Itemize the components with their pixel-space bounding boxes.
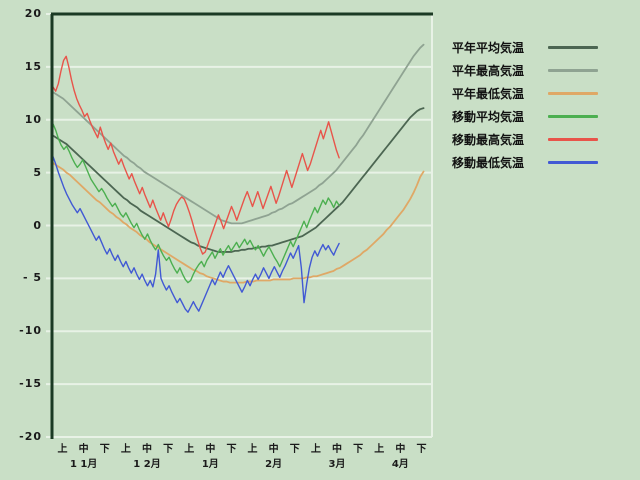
x-month-label: 3月 bbox=[328, 459, 346, 470]
x-tick-label: 中 bbox=[142, 444, 152, 455]
x-month-label: 2月 bbox=[265, 459, 283, 470]
x-tick-label: 上 bbox=[57, 444, 68, 455]
legend-item: 移動平均気温 bbox=[452, 105, 632, 128]
x-tick-label: 上 bbox=[247, 444, 258, 455]
x-tick-label: 下 bbox=[289, 444, 300, 455]
legend-color-swatch bbox=[548, 69, 598, 72]
y-tick-label: -10 bbox=[19, 324, 42, 338]
x-tick-label: 中 bbox=[205, 444, 216, 455]
x-tick-label: 下 bbox=[226, 444, 237, 455]
y-tick-label: -20 bbox=[19, 430, 42, 443]
legend-item-label: 平年最高気温 bbox=[452, 64, 525, 78]
y-tick-label: 0 bbox=[33, 218, 42, 232]
x-tick-label: 中 bbox=[332, 444, 342, 455]
x-tick-label: 上 bbox=[120, 444, 131, 455]
x-month-label: 1 2月 bbox=[133, 459, 161, 470]
x-month-label: 4月 bbox=[391, 459, 409, 470]
legend-color-swatch bbox=[548, 138, 598, 141]
series-line-1 bbox=[52, 43, 425, 225]
x-tick-label: 下 bbox=[416, 444, 427, 455]
legend-item: 平年最高気温 bbox=[452, 59, 632, 82]
legend-color-swatch bbox=[548, 46, 598, 49]
y-tick-label: 20 bbox=[24, 7, 42, 20]
legend-item-label: 移動平均気温 bbox=[452, 110, 525, 124]
legend-color-swatch bbox=[548, 92, 598, 95]
chart-legend: 平年平均気温 平年最高気温 平年最低気温 移動平均気温 移動最高気温 移動最低気温 bbox=[452, 36, 632, 174]
y-tick-label: 15 bbox=[24, 59, 42, 73]
y-tick-label: 10 bbox=[24, 112, 42, 126]
x-tick-label: 下 bbox=[99, 444, 110, 455]
legend-item: 移動最低気温 bbox=[452, 151, 632, 174]
legend-color-swatch bbox=[548, 161, 598, 164]
legend-item-label: 平年最低気温 bbox=[452, 87, 525, 101]
x-tick-label: 中 bbox=[395, 444, 406, 455]
y-tick-label: - 5 bbox=[22, 271, 42, 285]
legend-color-swatch bbox=[548, 115, 598, 118]
x-month-label: 1 1月 bbox=[69, 459, 98, 470]
legend-item-label: 平年平均気温 bbox=[452, 41, 525, 55]
legend-item-label: 移動最高気温 bbox=[452, 133, 525, 147]
x-month-label: 1月 bbox=[201, 459, 219, 470]
y-tick-label: 5 bbox=[33, 165, 42, 179]
x-tick-label: 中 bbox=[78, 444, 89, 455]
x-tick-label: 下 bbox=[163, 444, 174, 455]
x-tick-label: 上 bbox=[184, 444, 195, 455]
series-line-4 bbox=[52, 55, 340, 255]
legend-item: 平年平均気温 bbox=[452, 36, 632, 59]
series-line-3 bbox=[52, 123, 340, 284]
legend-item: 平年最低気温 bbox=[452, 82, 632, 105]
x-tick-label: 中 bbox=[268, 444, 279, 455]
y-tick-label: -15 bbox=[19, 377, 42, 391]
series-line-5 bbox=[52, 156, 340, 313]
x-tick-label: 上 bbox=[374, 444, 385, 455]
legend-item-label: 移動最低気温 bbox=[452, 156, 525, 170]
series-line-0 bbox=[52, 107, 425, 253]
legend-item: 移動最高気温 bbox=[452, 128, 632, 151]
x-tick-label: 上 bbox=[310, 444, 321, 455]
x-tick-label: 下 bbox=[353, 444, 364, 455]
series-line-2 bbox=[52, 162, 425, 284]
